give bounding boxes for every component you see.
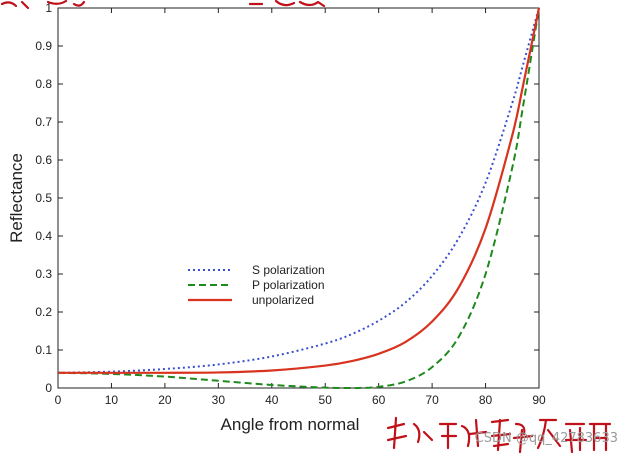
y-tick-label: 0.4	[35, 229, 52, 243]
y-tick-label: 0.8	[35, 77, 52, 91]
y-tick-label: 0.5	[35, 191, 52, 205]
x-tick-label: 60	[372, 393, 386, 407]
y-tick-label: 0.7	[35, 115, 52, 129]
series-line-s-polarization	[57, 7, 540, 374]
x-tick-label: 50	[319, 393, 333, 407]
y-tick-label: 0	[45, 381, 52, 395]
y-tick-label: 0.9	[35, 39, 52, 53]
x-tick-label: 0	[55, 393, 62, 407]
plot-frame	[57, 7, 540, 389]
x-tick-label: 40	[265, 393, 279, 407]
legend-label-unpolarized: unpolarized	[252, 293, 314, 307]
x-tick-label: 20	[158, 393, 172, 407]
y-tick-label: 1	[45, 1, 52, 15]
handwritten-annotation-bottom	[386, 416, 612, 454]
x-axis-title: Angle from normal	[221, 415, 360, 434]
x-tick-label: 80	[479, 393, 493, 407]
x-axis-ticks: 0 10 20 30 40 50 60 70 80 90	[55, 8, 546, 407]
x-tick-label: 10	[105, 393, 119, 407]
x-tick-label: 90	[532, 393, 546, 407]
y-axis-ticks: 0 0.1 0.2 0.3 0.4 0.5 0.6 0.7 0.8 0.9 1	[35, 1, 539, 395]
series-line-p-polarization	[57, 7, 540, 390]
y-tick-label: 0.2	[35, 305, 52, 319]
watermark-text: CSDN @qq_42783633	[475, 431, 618, 446]
y-tick-label: 0.3	[35, 267, 52, 281]
series-layer	[57, 7, 541, 390]
handwritten-annotation-top	[0, 0, 326, 10]
legend-label-p-polarization: P polarization	[252, 278, 325, 292]
y-tick-label: 0.6	[35, 153, 52, 167]
series-line-unpolarized	[58, 7, 541, 374]
x-tick-label: 30	[212, 393, 226, 407]
legend-label-s-polarization: S polarization	[252, 263, 325, 277]
y-axis-title: Reflectance	[7, 153, 26, 243]
y-tick-label: 0.1	[35, 343, 52, 357]
x-tick-label: 70	[425, 393, 439, 407]
